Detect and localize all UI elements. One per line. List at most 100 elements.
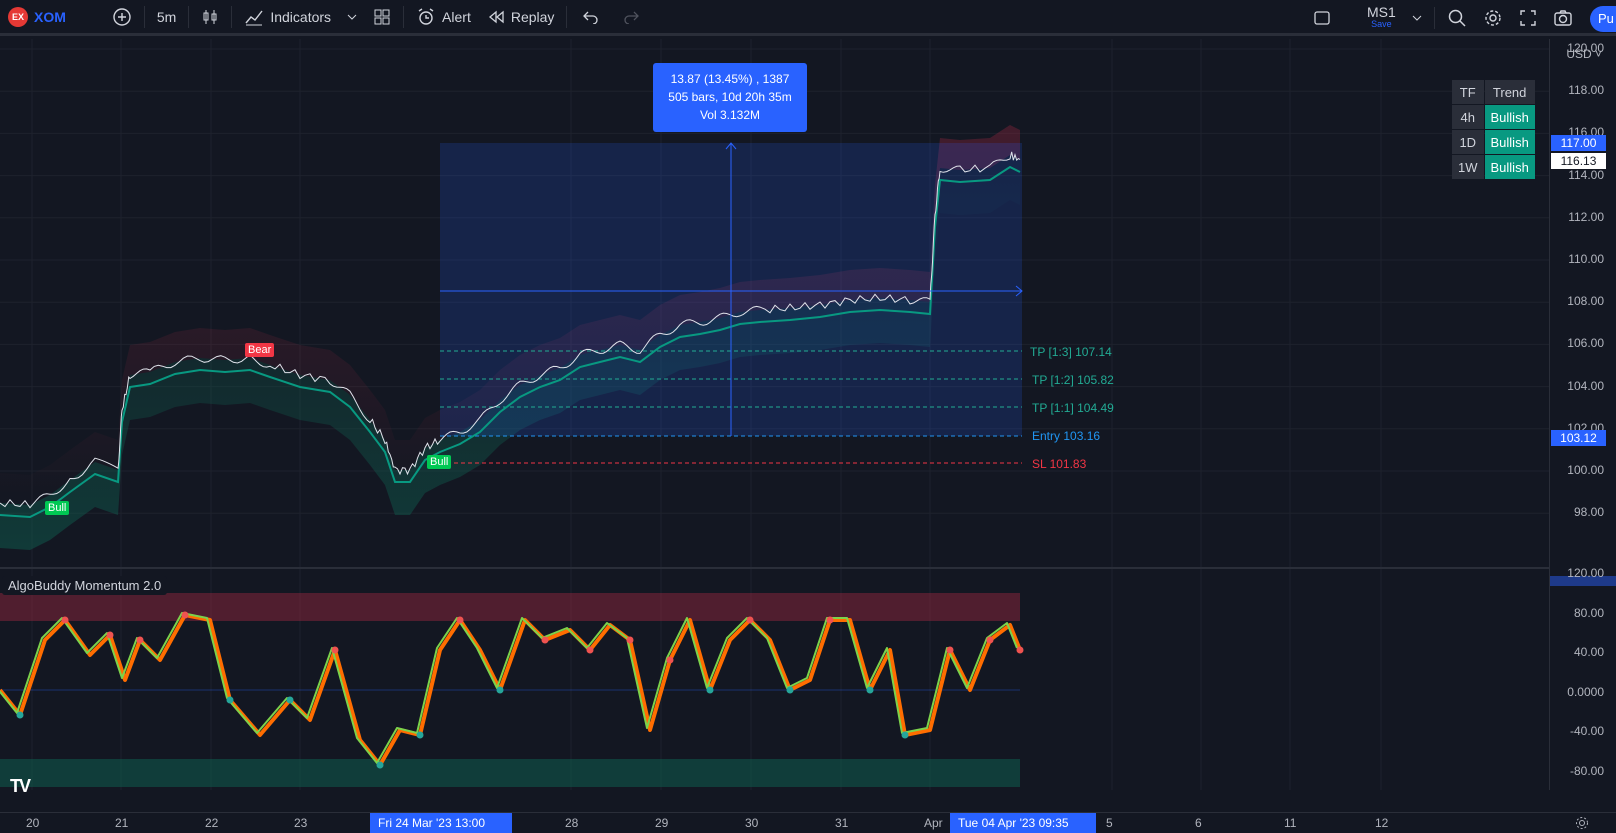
toolbar-right-group: MS1 Save (1305, 0, 1581, 36)
header-tf: TF (1452, 80, 1484, 104)
layout-select-button[interactable] (1305, 0, 1339, 36)
trend-table: TF Trend 4h Bullish 1D Bullish 1W Bullis… (1451, 79, 1536, 180)
candles-icon (203, 9, 217, 24)
indicators-button[interactable]: Indicators (236, 0, 339, 35)
search-button[interactable] (1439, 0, 1475, 36)
settings-button[interactable] (1475, 0, 1511, 36)
measure-volume: Vol 3.132M (699, 108, 761, 122)
exchange-logo-icon: EX (8, 6, 28, 27)
trend-value: Bullish (1484, 130, 1535, 154)
currency-label[interactable]: USD ˅ (1566, 47, 1602, 61)
pivot-dot (946, 646, 954, 654)
pivot-dot (136, 636, 144, 644)
measure-change: 13.87 (13.45%) , 1387 (670, 72, 790, 86)
header-trend: Trend (1484, 80, 1535, 104)
indicator-title[interactable]: AlgoBuddy Momentum 2.0 (2, 576, 168, 595)
time-tick-label: 5 (1106, 816, 1113, 830)
pivot-dot (16, 711, 24, 719)
trend-tf: 1W (1452, 155, 1484, 179)
pivot-dot (331, 646, 339, 654)
chevron-down-icon (347, 14, 357, 20)
alert-label: Alert (442, 8, 471, 25)
pivot-dot (456, 616, 464, 624)
price-tick-label: 108.00 (1567, 294, 1604, 309)
publish-button[interactable]: Pu (1590, 6, 1616, 32)
toolbar-divider (566, 5, 568, 28)
camera-icon (1554, 10, 1572, 26)
time-tag-end: Tue 04 Apr '23 09:35 (950, 813, 1096, 833)
time-tick-label: 29 (655, 816, 669, 830)
trend-row: 4h Bullish (1452, 105, 1535, 129)
grid-lines (0, 39, 1549, 790)
oscillator-tick-label: 120.00 (1567, 566, 1604, 580)
rewind-icon (488, 10, 504, 23)
time-tick-label: 23 (294, 816, 308, 830)
indicators-dropdown[interactable] (339, 0, 365, 35)
toolbar-divider (403, 5, 405, 28)
pivot-dot (61, 616, 69, 624)
time-tick-label: 20 (26, 816, 40, 830)
redo-icon (624, 11, 640, 24)
toolbar-divider (188, 5, 190, 28)
bull-signal-badge: Bull (45, 501, 70, 515)
price-axis[interactable]: USD ˅ 120.00 118.00 116.00 114.00 112.00 110.… (1549, 39, 1616, 790)
pivot-dot (1016, 646, 1024, 654)
undo-button[interactable] (571, 0, 611, 35)
chevron-down-icon (1412, 15, 1422, 21)
pivot-dot (586, 646, 594, 654)
pivot-dot (866, 686, 874, 694)
measure-tooltip: 13.87 (13.45%) , 1387 505 bars, 10d 20h … (653, 63, 807, 132)
toolbar-divider (231, 5, 233, 28)
time-tick-label: 21 (115, 816, 129, 830)
price-tick-label: 112.00 (1568, 209, 1604, 224)
price-tag-high: 117.00 (1551, 135, 1606, 151)
plus-circle-icon (113, 7, 131, 26)
snapshot-button[interactable] (1545, 0, 1581, 36)
pivot-dot (901, 731, 909, 739)
currency-text: USD (1566, 47, 1592, 61)
chart-type-button[interactable] (193, 0, 227, 35)
layout-save-label: Save (1371, 19, 1392, 29)
trend-row: 1D Bullish (1452, 130, 1535, 154)
replay-button[interactable]: Replay (479, 0, 563, 35)
trend-table-header: TF Trend (1452, 80, 1535, 104)
momentum-oscillator (0, 611, 1024, 769)
compare-add-button[interactable] (104, 0, 140, 35)
gear-icon (1485, 10, 1501, 26)
alert-button[interactable]: Alert (408, 0, 479, 35)
time-tick-label: 28 (565, 816, 579, 830)
time-tag-start: Fri 24 Mar '23 13:00 (370, 813, 512, 833)
bull-signal-badge: Bull (427, 455, 452, 469)
symbol-search[interactable]: EX XOM (0, 0, 74, 35)
time-tick-label: 12 (1375, 816, 1389, 830)
redo-button[interactable] (611, 0, 651, 35)
oscillator-tick-label: -40.00 (1569, 724, 1604, 738)
price-tick-label: 98.00 (1573, 505, 1604, 520)
oscillator-tick-label: 80.00 (1573, 605, 1604, 620)
measure-arrow-right (1015, 285, 1023, 297)
entry-label: Entry 103.16 (1032, 429, 1101, 443)
price-line (0, 151, 1021, 509)
layout-dropdown[interactable] (1404, 0, 1430, 36)
layout-name[interactable]: MS1 Save (1359, 0, 1404, 36)
time-tick-label: 11 (1284, 816, 1297, 830)
fullscreen-button[interactable] (1511, 0, 1545, 36)
templates-button[interactable] (365, 0, 399, 35)
chart-canvas[interactable] (0, 39, 1549, 790)
axis-settings-button[interactable] (1574, 815, 1590, 833)
price-tick-label: 106.00 (1567, 336, 1604, 351)
time-axis[interactable]: 20 21 22 23 28 29 30 31 Apr 5 6 11 12 Fri 24 Mar '23… (0, 812, 1616, 833)
price-series (0, 151, 1021, 519)
oscillator-tick-label: 0.0000 (1567, 684, 1604, 699)
oscillator-tick-label: 40.00 (1573, 645, 1604, 659)
pivot-dot (181, 611, 189, 619)
tp3-label: TP [1:3] 107.14 (1030, 345, 1112, 359)
trend-tf: 1D (1452, 130, 1484, 154)
interval-button[interactable]: 5m (156, 8, 177, 25)
oscillator-tick-label: -80.00 (1569, 763, 1604, 778)
pivot-dot (106, 631, 114, 639)
tp1-label: TP [1:1] 104.49 (1032, 401, 1114, 415)
tp2-label: TP [1:2] 105.82 (1032, 373, 1114, 387)
time-tick-label: 6 (1195, 816, 1202, 830)
price-tag-current: 116.13 (1551, 153, 1606, 169)
